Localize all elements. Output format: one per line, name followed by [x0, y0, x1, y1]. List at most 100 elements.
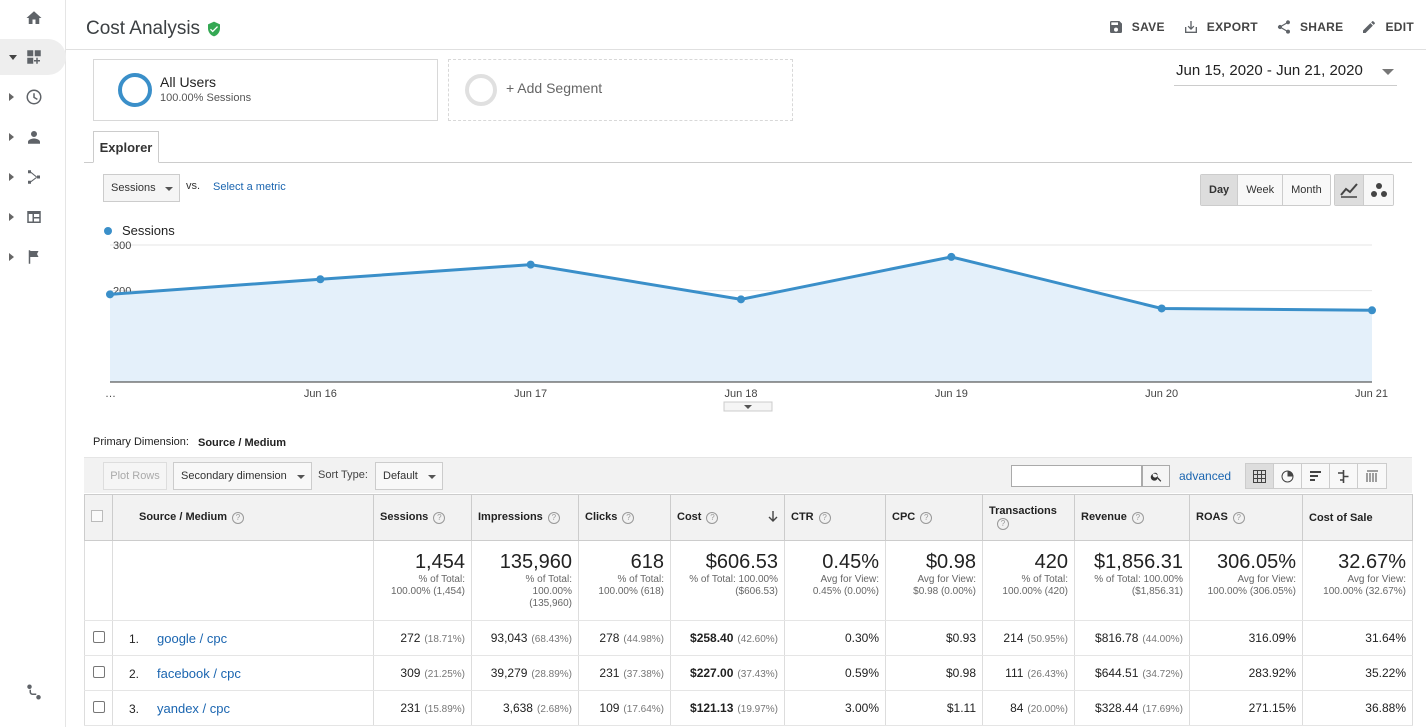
secondary-dimension-select[interactable]: Secondary dimension	[173, 462, 312, 490]
col-header-sessions[interactable]: Sessions?	[373, 494, 472, 541]
cell-percent: (17.64%)	[623, 704, 664, 715]
percentage-view-button[interactable]	[1274, 464, 1302, 488]
behavior-nav[interactable]	[0, 199, 66, 235]
period-week-button[interactable]: Week	[1238, 175, 1284, 205]
segment-all-users[interactable]: All Users 100.00% Sessions	[93, 59, 438, 121]
cell-value: 93,043	[490, 631, 528, 645]
col-header-impressions[interactable]: Impressions?	[471, 494, 579, 541]
col-cost-of-sale-label: Cost of Sale	[1309, 511, 1373, 524]
date-range-picker[interactable]: Jun 15, 2020 - Jun 21, 2020	[1174, 62, 1397, 86]
total-sub: (135,960)	[529, 598, 572, 609]
pivot-view-button[interactable]	[1358, 464, 1386, 488]
help-icon[interactable]: ?	[997, 517, 1009, 530]
row-select-cell[interactable]	[84, 620, 113, 656]
edit-button[interactable]: EDIT	[1361, 19, 1414, 35]
vs-label: vs.	[186, 180, 201, 192]
col-header-source[interactable]: Source / Medium?	[112, 494, 374, 541]
audience-nav[interactable]	[0, 119, 66, 155]
help-icon[interactable]: ?	[622, 511, 635, 524]
home-nav[interactable]	[0, 0, 66, 36]
help-icon[interactable]: ?	[706, 511, 719, 524]
tab-explorer[interactable]: Explorer	[93, 131, 159, 163]
select-metric-link[interactable]: Select a metric	[213, 181, 286, 193]
add-segment-button[interactable]: + Add Segment	[448, 59, 793, 121]
attribution-nav[interactable]	[0, 674, 66, 710]
cell-ctr: 0.30%	[784, 620, 886, 656]
motion-chart-button[interactable]	[1364, 175, 1393, 205]
performance-view-button[interactable]	[1302, 464, 1330, 488]
customization-nav[interactable]	[0, 39, 66, 75]
header-actions: SAVE EXPORT SHARE EDIT	[1108, 19, 1414, 35]
row-select-cell[interactable]	[84, 690, 113, 726]
line-chart-button[interactable]	[1335, 175, 1364, 205]
report-title: Cost Analysis	[86, 18, 201, 39]
help-icon[interactable]: ?	[920, 511, 933, 524]
table-search-input[interactable]	[1011, 465, 1142, 487]
save-button[interactable]: SAVE	[1108, 19, 1165, 35]
total-sub: 100.00% (420)	[1002, 586, 1068, 597]
select-all-checkbox[interactable]	[91, 510, 103, 522]
table-row[interactable]: 2. facebook / cpc 309 (21.25%) 39,279 (28.89%…	[84, 655, 1413, 691]
row-checkbox[interactable]	[92, 700, 105, 713]
cell-percent: (50.95%)	[1027, 634, 1068, 645]
row-checkbox[interactable]	[92, 665, 105, 678]
primary-dimension-value[interactable]: Source / Medium	[198, 437, 287, 449]
total-sub: Avg for View:	[917, 574, 976, 585]
cell-value: $258.40	[690, 631, 734, 645]
share-button[interactable]: SHARE	[1276, 19, 1344, 35]
comparison-view-button[interactable]	[1330, 464, 1358, 488]
col-header-cost-of-sale[interactable]: Cost of Sale	[1302, 494, 1413, 541]
row-checkbox[interactable]	[92, 630, 105, 643]
total-sub: 100.00% (32.67%)	[1323, 586, 1406, 597]
period-month-button[interactable]: Month	[1283, 175, 1330, 205]
col-header-clicks[interactable]: Clicks?	[578, 494, 671, 541]
add-segment-label: + Add Segment	[506, 80, 603, 96]
col-header-cpc[interactable]: CPC?	[885, 494, 983, 541]
help-icon[interactable]: ?	[818, 511, 831, 524]
data-point	[526, 260, 535, 269]
cell-value: 31.64%	[1365, 631, 1406, 645]
source-medium-link[interactable]: facebook / cpc	[157, 665, 241, 681]
table-search-button[interactable]	[1142, 465, 1170, 487]
help-icon[interactable]: ?	[232, 511, 245, 524]
col-header-transactions[interactable]: Transactions?	[982, 494, 1075, 541]
cell-clicks: 278 (44.98%)	[578, 620, 671, 656]
help-icon[interactable]: ?	[1131, 511, 1144, 524]
cell-value: $227.00	[690, 666, 734, 680]
cell-value: 271.15%	[1248, 701, 1296, 715]
data-view-button[interactable]	[1246, 464, 1274, 488]
col-header-cost[interactable]: Cost?	[670, 494, 785, 541]
realtime-nav[interactable]	[0, 79, 66, 115]
advanced-filter-link[interactable]: advanced	[1179, 469, 1232, 483]
conversions-nav[interactable]	[0, 239, 66, 275]
x-tick-label: Jun 16	[304, 388, 337, 400]
pencil-icon	[1363, 21, 1376, 33]
x-tick-label: Jun 17	[514, 388, 547, 400]
help-icon[interactable]: ?	[547, 511, 560, 524]
cell-value: 316.09%	[1248, 631, 1296, 645]
total-sub: % of Total: 100.00%	[689, 574, 778, 585]
plot-rows-button[interactable]: Plot Rows	[103, 462, 167, 490]
col-header-ctr[interactable]: CTR?	[784, 494, 886, 541]
expand-caret-icon	[9, 173, 14, 181]
period-day-button[interactable]: Day	[1201, 175, 1239, 205]
table-row[interactable]: 1. google / cpc 272 (18.71%) 93,043 (68.43%) 2…	[84, 620, 1413, 656]
table-row[interactable]: 3. yandex / cpc 231 (15.89%) 3,638 (2.68%) 109…	[84, 690, 1413, 726]
acquisition-nav[interactable]	[0, 159, 66, 195]
help-icon[interactable]: ?	[433, 511, 446, 524]
totals-empty-cell	[84, 540, 113, 621]
total-roas: 306.05% Avg for View: 100.00% (306.05%)	[1189, 540, 1303, 621]
col-header-revenue[interactable]: Revenue?	[1074, 494, 1190, 541]
total-sub: Avg for View:	[1347, 574, 1406, 585]
total-sub: ($1,856.31)	[1131, 586, 1183, 597]
export-button[interactable]: EXPORT	[1183, 19, 1258, 35]
source-medium-link[interactable]: google / cpc	[157, 630, 228, 646]
sort-type-select[interactable]: Default	[375, 462, 443, 490]
row-select-cell[interactable]	[84, 655, 113, 691]
help-icon[interactable]: ?	[1232, 511, 1245, 524]
total-sub: ($606.53)	[735, 586, 778, 597]
col-header-roas[interactable]: ROAS?	[1189, 494, 1303, 541]
select-all-header[interactable]	[84, 494, 113, 541]
metric-select[interactable]: Sessions	[103, 174, 180, 202]
source-medium-link[interactable]: yandex / cpc	[157, 700, 230, 716]
